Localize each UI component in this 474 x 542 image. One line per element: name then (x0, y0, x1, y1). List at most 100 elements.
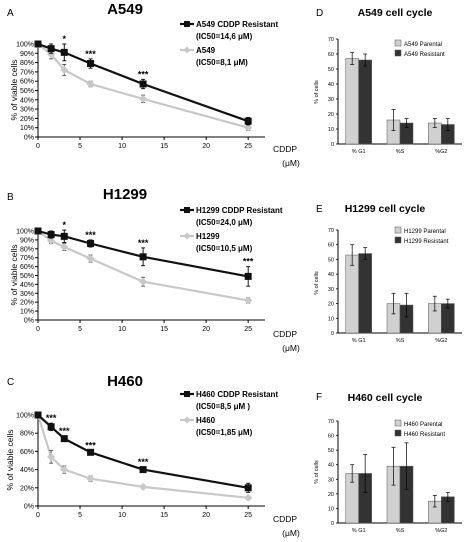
data-point-resistant (244, 272, 252, 280)
y-tick-label: 20 (328, 302, 334, 308)
y-tick-label: 100% (16, 413, 34, 420)
panel-d-chart: D A549 cell cycle 0 10 20 30 40 50 60 70 % of cell… (314, 7, 462, 155)
significance-marker: *** (46, 413, 57, 423)
legend-label-resistant: H1299 CDDP Resistant (196, 206, 283, 215)
x-axis-label: CDDP (273, 329, 297, 339)
x-tick-label: %G2 (435, 528, 447, 534)
legend-ic50-parental: (IC50=10,5 μM) (196, 244, 253, 253)
x-tick-label: 25 (244, 512, 252, 519)
data-point-resistant (87, 60, 95, 68)
data-point-parental (139, 482, 148, 491)
y-axis-label: % of cells (314, 80, 320, 104)
y-tick-label: 70% (20, 69, 34, 76)
data-point-resistant (244, 117, 252, 125)
x-tick-label: 20 (202, 512, 210, 519)
panel-letter-f: F (316, 392, 322, 403)
x-tick-label: 10 (118, 143, 126, 150)
y-tick-label: 60 (328, 52, 334, 58)
y-tick-label: 40 (328, 272, 334, 278)
y-tick-label: 10% (20, 309, 34, 316)
legend-label-resistant: A549 CDDP Resistant (196, 20, 278, 29)
x-tick-label: 20 (202, 143, 210, 150)
x-tick-label: 15 (160, 143, 168, 150)
legend-swatch-resistant (394, 429, 402, 437)
legend-label-parental: H460 Parental (404, 422, 442, 428)
x-tick-label: 0 (36, 143, 40, 150)
y-tick-label: 10 (328, 127, 334, 133)
y-tick-label: 60% (20, 264, 34, 271)
significance-marker: *** (85, 49, 96, 59)
x-tick-label: %G2 (435, 149, 447, 155)
chart-title: H460 cell cycle (348, 392, 423, 404)
y-tick-label: 40 (328, 463, 334, 469)
bar-resistant (358, 59, 372, 145)
y-tick-label: 0% (24, 504, 34, 511)
data-point-resistant (34, 227, 42, 235)
significance-marker: *** (138, 457, 149, 467)
x-axis-unit: (μM) (282, 528, 300, 538)
y-tick-label: 30 (328, 287, 334, 293)
data-point-resistant (139, 80, 147, 88)
x-tick-label: 10 (118, 326, 126, 333)
data-point-parental (86, 79, 95, 88)
x-tick-label: % G1 (352, 149, 366, 155)
y-tick-label: 40% (20, 97, 34, 104)
data-point-resistant (34, 411, 42, 419)
data-point-parental (60, 243, 69, 252)
bar-parental (345, 254, 359, 334)
y-tick-label: 90% (20, 237, 34, 244)
y-tick-label: 50 (328, 448, 334, 454)
data-point-resistant (47, 231, 55, 239)
y-axis-label: % of viable cells (5, 430, 15, 491)
y-tick-label: 20 (328, 492, 334, 498)
legend-swatch-parental (394, 39, 402, 47)
panel-a-chart: A A549 0% 10% 20% 30% 40% 50% 60% 70% 80% 90% 100% 0 5… (7, 1, 300, 168)
significance-marker: *** (59, 426, 70, 436)
significance-marker: * (63, 220, 67, 230)
legend-swatch-parental (394, 226, 402, 234)
x-tick-label: 5 (78, 326, 82, 333)
legend-swatch-resistant (394, 49, 402, 57)
y-tick-label: 20% (20, 300, 34, 307)
data-point-parental (244, 296, 253, 305)
x-tick-label: 15 (160, 326, 168, 333)
legend-label-resistant: H1299 Resistant (404, 239, 449, 245)
x-axis-label: CDDP (273, 144, 297, 154)
x-axis-unit: (μM) (282, 343, 300, 353)
x-axis-unit: (μM) (282, 158, 300, 168)
legend-ic50-parental: (IC50=8,1 μM) (196, 58, 248, 67)
chart-title: A549 (107, 1, 143, 18)
data-point-resistant (34, 40, 42, 48)
y-tick-label: 0% (24, 318, 34, 325)
legend-marker-parental (183, 232, 191, 240)
x-tick-label: %S (396, 528, 405, 534)
y-tick-label: 10 (328, 316, 334, 322)
data-point-resistant (47, 423, 55, 431)
y-tick-label: 100% (16, 42, 34, 49)
legend-label-resistant: H460 CDDP Resistant (196, 390, 278, 399)
x-axis-label: CDDP (273, 514, 297, 524)
legend-ic50-resistant: (IC50=14,6 μM) (196, 32, 253, 41)
x-tick-label: 0 (36, 326, 40, 333)
data-point-parental (86, 474, 95, 483)
data-point-parental (86, 254, 95, 263)
x-tick-label: %S (396, 338, 405, 344)
panel-e-chart: E H1299 cell cycle 0 10 20 30 40 50 60 70 % of cel… (314, 203, 462, 344)
y-tick-label: 80% (20, 60, 34, 67)
data-point-resistant (87, 239, 95, 247)
x-tick-label: % G1 (352, 338, 366, 344)
data-point-parental (47, 236, 56, 245)
panel-letter-b: B (7, 192, 14, 203)
significance-marker: * (63, 34, 67, 44)
data-point-parental (47, 50, 56, 59)
y-tick-label: 10 (328, 506, 334, 512)
legend-swatch-parental (394, 419, 402, 427)
panel-b-chart: B H1299 0% 10% 20% 30% 40% 50% 60% 70% 80% 90%100% 0… (7, 186, 300, 353)
panel-c-chart: C H460 0% 20% 40% 60% 80% 100% 0 5 10 15 20 25 CDDP (μM… (5, 373, 300, 538)
y-tick-label: 70 (328, 37, 334, 43)
panel-letter-c: C (7, 377, 14, 388)
y-tick-label: 70 (328, 228, 334, 234)
significance-marker: *** (138, 238, 149, 248)
y-axis-label: % of cells (314, 271, 320, 295)
chart-title: A549 cell cycle (358, 7, 433, 19)
